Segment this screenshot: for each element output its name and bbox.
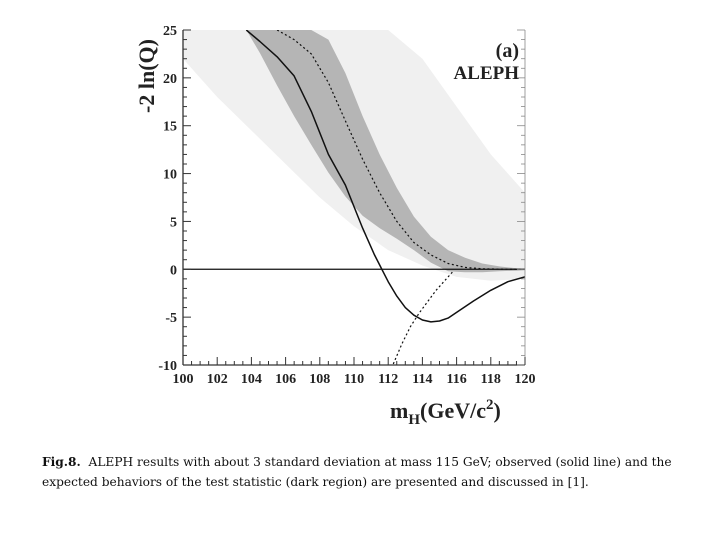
x-tick-label: 110 [344, 372, 364, 387]
x-tick-label: 104 [241, 372, 262, 387]
caption-line-1: Fig.8. ALEPH results with about 3 standa… [42, 452, 678, 472]
y-tick-label: 20 [163, 72, 177, 87]
experiment-label: ALEPH [454, 63, 520, 84]
caption-text-1: ALEPH results with about 3 standard devi… [88, 455, 672, 469]
y-tick-label: -10 [158, 359, 177, 374]
x-tick-label: 108 [309, 372, 330, 387]
figure-label: Fig.8. [42, 455, 81, 469]
x-tick-label: 102 [207, 372, 228, 387]
caption-line-2: expected behaviors of the test statistic… [42, 475, 589, 489]
x-tick-label: 106 [275, 372, 296, 387]
x-axis-label-m: m [390, 398, 408, 423]
x-axis-label-close: ) [493, 398, 500, 423]
series-expected-background [276, 30, 525, 270]
series-expected-signal [392, 270, 454, 365]
x-axis-label-sup: 2 [486, 397, 494, 413]
band-1sigma [246, 30, 525, 273]
y-tick-label: -5 [165, 311, 177, 326]
panel-label: (a) [496, 40, 519, 62]
y-tick-label: 25 [163, 24, 177, 39]
y-tick-label: 10 [163, 168, 177, 183]
y-tick-label: 5 [170, 215, 177, 230]
y-tick-label: 0 [170, 263, 177, 278]
x-tick-label: 112 [378, 372, 398, 387]
x-axis-label-sub: H [408, 412, 420, 428]
x-tick-label: 120 [515, 372, 536, 387]
x-tick-label: 100 [173, 372, 194, 387]
x-tick-label: 116 [446, 372, 466, 387]
y-axis-label: -2 ln(Q) [134, 39, 159, 113]
figure-caption: Fig.8. ALEPH results with about 3 standa… [42, 452, 678, 492]
series-observed [245, 30, 525, 323]
x-tick-label: 114 [412, 372, 432, 387]
x-tick-label: 118 [481, 372, 501, 387]
series-layer [245, 30, 525, 365]
x-axis-label-main: (GeV/c [420, 398, 486, 423]
y-tick-label: 15 [163, 120, 177, 135]
x-axis-label: mH(GeV/c2) [390, 397, 501, 428]
band-layer [183, 30, 525, 281]
tick-layer: -10 -5 0 5 10 15 20 25 100 102 104 106 108 110 112 114 1… [158, 24, 535, 387]
